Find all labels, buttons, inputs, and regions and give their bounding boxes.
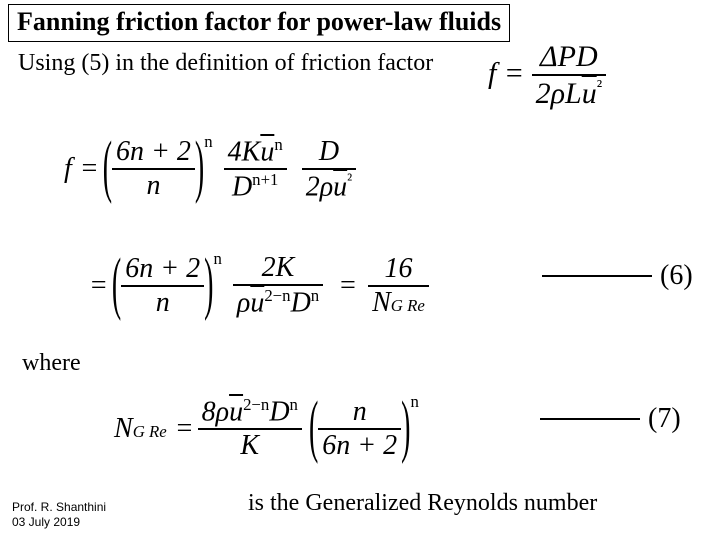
lhs: NG Re (110, 413, 171, 445)
eq-6: = ( 6n + 2 n )n 2K ρu2−nDn = 16 NG Re (85, 252, 429, 319)
mdposte: n (311, 286, 319, 305)
gden: n (121, 285, 204, 319)
t2de: n+1 (252, 170, 278, 189)
eq6-line (542, 275, 652, 277)
mden: K (198, 428, 302, 462)
gexp: n (213, 249, 221, 268)
mde: 2−n (264, 286, 290, 305)
rhs: 16 NG Re (368, 253, 429, 319)
lparen: ( (112, 246, 121, 326)
eq-f-definition: f = ΔPD 2ρLu² (488, 40, 606, 111)
term2: 4Kun Dn+1 (220, 135, 291, 204)
den-post: ² (597, 76, 602, 96)
mnum: 2K (233, 252, 323, 284)
main: 8ρu2−nDn K (198, 395, 302, 462)
t3dpost: ² (347, 170, 352, 189)
t2da: D (232, 172, 252, 203)
where-text: where (22, 350, 81, 377)
t3dp: 2ρ (306, 171, 333, 202)
group: 6n + 2 n (112, 136, 195, 202)
lhs: f (60, 153, 76, 185)
lparen: ( (103, 129, 112, 209)
eq-7: NG Re = 8ρu2−nDn K ( n 6n + 2 )n (110, 395, 419, 462)
mdpost: D (291, 287, 311, 318)
eq7-line (540, 418, 640, 420)
eq2: = (334, 270, 361, 302)
rparen: ) (401, 389, 410, 469)
gnum: 6n + 2 (121, 253, 204, 285)
mid: 2K ρu2−nDn (229, 252, 327, 319)
term3: D 2ρu² (298, 136, 360, 203)
den-pre: 2ρL (536, 77, 582, 110)
eq1: = (85, 270, 112, 302)
num: ΔPD (540, 40, 598, 73)
eq7-label: (7) (648, 403, 681, 435)
eq-sign: = (496, 56, 531, 89)
eq6-label: (6) (660, 260, 693, 292)
rdena: N (372, 287, 391, 318)
eq: = (171, 413, 198, 445)
rparen: ) (195, 129, 204, 209)
gexp: n (204, 132, 212, 151)
lsub: G Re (133, 422, 167, 441)
gnum: n (318, 396, 401, 428)
rdensub: G Re (391, 296, 425, 315)
group: 6n + 2 n (121, 253, 204, 319)
t2a: 4K (228, 136, 261, 167)
intro-text: Using (5) in the definition of friction … (18, 50, 433, 77)
gden: n (112, 168, 195, 202)
group: n 6n + 2 (318, 396, 401, 462)
mna: 8ρ (202, 396, 229, 427)
eq: = (76, 153, 103, 185)
t2u: u (260, 136, 274, 167)
gen-reynolds-text: is the Generalized Reynolds number (248, 490, 597, 517)
footer-name: Prof. R. Shanthini (12, 500, 106, 515)
mnb: D (269, 396, 289, 427)
mne1: 2−n (243, 395, 269, 414)
mnu: u (229, 396, 243, 427)
den-u: u (582, 77, 597, 110)
page-title: Fanning friction factor for power-law fl… (8, 4, 510, 42)
gnum: 6n + 2 (112, 136, 195, 168)
mne2: n (290, 395, 298, 414)
t3n: D (302, 136, 356, 168)
footer-date: 03 July 2019 (12, 515, 106, 530)
gexp: n (411, 392, 419, 411)
slide-footer: Prof. R. Shanthini 03 July 2019 (12, 500, 106, 530)
eq-5a: f = ( 6n + 2 n )n 4Kun Dn+1 D 2ρu² (60, 135, 360, 204)
mdp: ρ (237, 287, 250, 318)
mdu: u (250, 287, 264, 318)
gden: 6n + 2 (318, 428, 401, 462)
rnum: 16 (368, 253, 429, 285)
eq-fraction: ΔPD 2ρLu² (532, 40, 607, 111)
t3du: u (333, 171, 347, 202)
t2e: n (274, 135, 282, 154)
la: N (114, 413, 133, 444)
lparen: ( (309, 389, 318, 469)
